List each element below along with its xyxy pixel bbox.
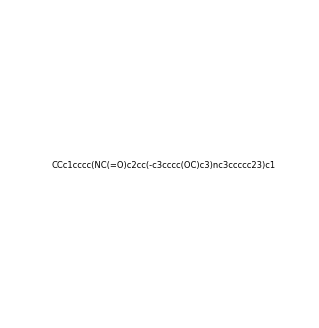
Text: CCc1cccc(NC(=O)c2cc(-c3cccc(OC)c3)nc3ccccc23)c1: CCc1cccc(NC(=O)c2cc(-c3cccc(OC)c3)nc3ccc… — [51, 161, 276, 170]
